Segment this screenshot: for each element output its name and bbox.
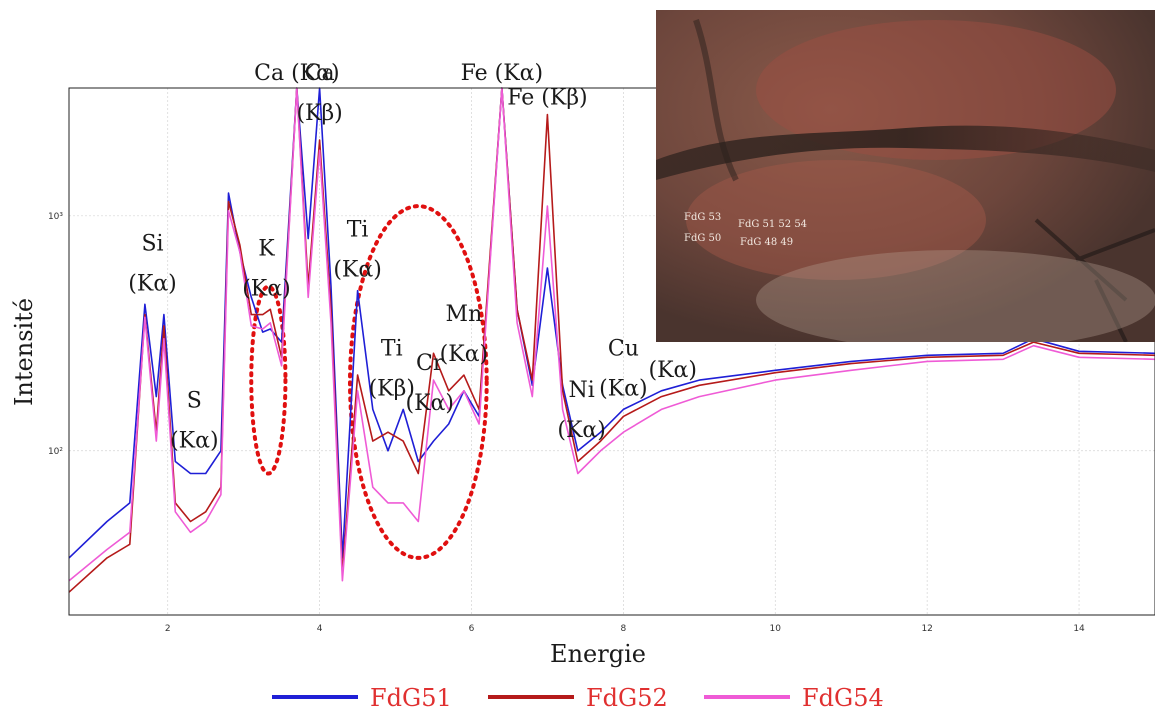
x-tick-label: 14 [1073,624,1085,634]
dark-stroke-2 [1034,218,1155,342]
legend-label: FdG52 [586,684,668,712]
x-tick-label: 2 [165,624,171,634]
peak-label: Fe (Kα) [461,61,544,86]
photo-label-fdg515254: FdG 51 52 54 [738,219,807,230]
peak-label: Ti [381,336,403,361]
legend: FdG51 FdG52 FdG54 [272,684,884,712]
peak-label-line: (Kα) [557,418,605,443]
peak-label: Ni [568,378,594,403]
x-tick-label: 10 [770,624,782,634]
peak-label: Cr [416,351,444,376]
x-tick-label: 4 [317,624,323,634]
peak-label: Cu [608,336,639,361]
x-tick-label: 6 [469,624,475,634]
photo-label-fdg4849: FdG 48 49 [740,237,793,248]
red-pigment-area [756,20,1116,160]
peak-label: Ca (Kα) [254,61,339,86]
highlight-regions [249,204,489,560]
peak-label: Fe (Kβ) [507,85,587,110]
legend-label: FdG54 [802,684,884,712]
plot-frame [68,87,1155,616]
photo-label-fdg50: FdG 50 [684,233,721,244]
peak-label: K [258,236,275,261]
peak-label: Ca [305,61,335,86]
y-axis-title: Intensité [10,298,38,406]
axis-ticks: 246810121410²10³10⁴ [48,212,1085,634]
series-line-fdg52 [68,87,1155,593]
y-tick-label: 10² [48,447,63,457]
peak-label: S [187,389,202,414]
peak-annotations: Si (Kα) S (Kα) K (Kα) Ca (Kα)Ca (Kβ) Ti (Kα) Ti (Kβ… [128,61,697,454]
dark-stroke [693,19,739,182]
series-lines [68,87,1155,593]
peak-label-line: (Kα) [242,276,290,301]
series-line-fdg51 [68,87,1155,559]
peak-label-line: (Kα) [649,358,697,383]
y-tick-label: 10³ [48,212,63,222]
red-pigment-area-lower [686,160,986,280]
peak-label-line: (Kβ) [296,101,342,126]
x-tick-label: 8 [621,624,627,634]
peak-label-line: (Kα) [128,271,176,296]
highlight-ellipse [249,284,288,476]
peak-label-line: (Kβ) [369,376,415,401]
series-line-fdg54 [68,87,1155,582]
peak-label: Si [141,231,163,256]
peak-label-line: (Kα) [599,376,647,401]
peak-label-line: (Kα) [440,342,488,367]
legend-label: FdG51 [370,684,452,712]
photo-label-fdg53: FdG 53 [684,212,721,223]
cave-wall-photo: FdG 53 FdG 51 52 54 FdG 50 FdG 48 49 [656,10,1155,342]
pale-area [756,250,1155,342]
x-tick-label: 12 [921,624,932,634]
peak-label-line: (Kα) [333,258,381,283]
peak-label: Ti [347,218,369,243]
peak-label-line: (Kα) [170,429,218,454]
black-line-drawing [656,125,1155,180]
highlight-ellipse [347,204,489,560]
peak-label-line: (Kα) [405,391,453,416]
peak-label: Mn [446,302,483,327]
x-axis-title: Energie [550,640,646,668]
